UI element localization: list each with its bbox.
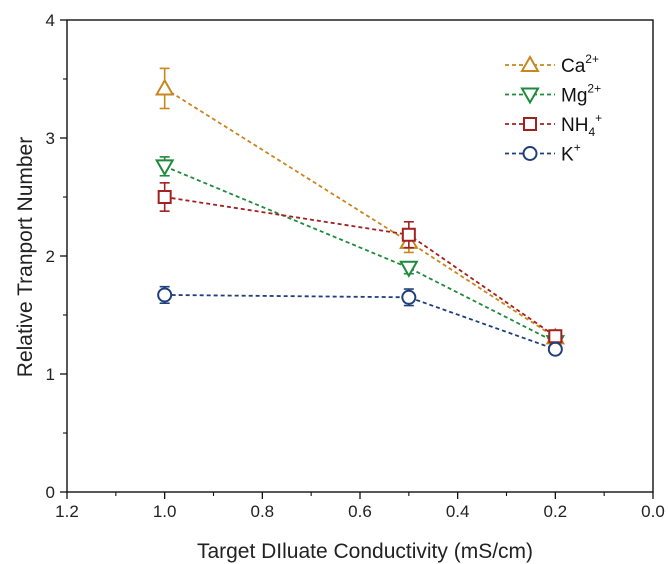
legend: Ca2+ Mg2+ NH4+K+ — [505, 52, 602, 166]
x-tick-label: 0.6 — [348, 502, 372, 521]
data-point — [401, 227, 416, 242]
data-point — [154, 159, 175, 177]
legend-item-mg: Mg2+ — [505, 82, 601, 107]
data-point — [547, 341, 563, 357]
series-line — [164, 87, 556, 339]
data-point — [157, 287, 173, 303]
x-tick-label: 1.2 — [55, 502, 79, 521]
series-line — [164, 196, 556, 337]
legend-marker — [522, 146, 538, 161]
legend-item-ca: Ca2+ — [505, 52, 599, 77]
x-tick-label: 0.0 — [641, 502, 665, 521]
x-tick-label: 0.4 — [446, 502, 470, 521]
legend-item-k: K+ — [505, 141, 581, 166]
y-tick-label: 1 — [46, 365, 55, 384]
series-nh — [157, 182, 563, 344]
data-point — [548, 329, 563, 344]
legend-item-nh: NH4+ — [505, 111, 602, 139]
y-tick-label: 3 — [46, 129, 55, 148]
data-point — [157, 190, 172, 204]
plot-axes: 1.2 1.0 0.8 0.6 0.4 0.2 0.0 0 1 2 3 4 — [46, 11, 665, 521]
legend-marker — [520, 54, 540, 72]
x-axis-title: Target DIluate Conductivity (mS/cm) — [197, 540, 533, 563]
series-line — [164, 165, 556, 343]
series-ca — [154, 67, 566, 345]
legend-label: Ca2+ — [561, 52, 599, 77]
data-point — [399, 260, 419, 278]
series-k — [157, 285, 563, 357]
y-tick-label: 0 — [46, 483, 55, 502]
data-point — [154, 78, 175, 96]
x-tick-label: 0.8 — [251, 502, 275, 521]
data-point — [401, 289, 417, 305]
series-mg — [154, 156, 566, 353]
legend-label: K+ — [561, 141, 581, 166]
legend-marker — [520, 87, 540, 105]
x-tick-label: 1.0 — [153, 502, 177, 521]
legend-label: NH4+ — [561, 111, 602, 139]
series-layer — [154, 67, 566, 357]
y-tick-label: 2 — [46, 247, 55, 266]
series-line — [164, 294, 556, 351]
legend-label: Mg2+ — [561, 82, 601, 107]
legend-marker — [523, 117, 537, 131]
y-tick-label: 4 — [46, 11, 55, 30]
x-tick-label: 0.2 — [544, 502, 568, 521]
y-axis-title: Relative Tranport Number — [14, 137, 37, 377]
